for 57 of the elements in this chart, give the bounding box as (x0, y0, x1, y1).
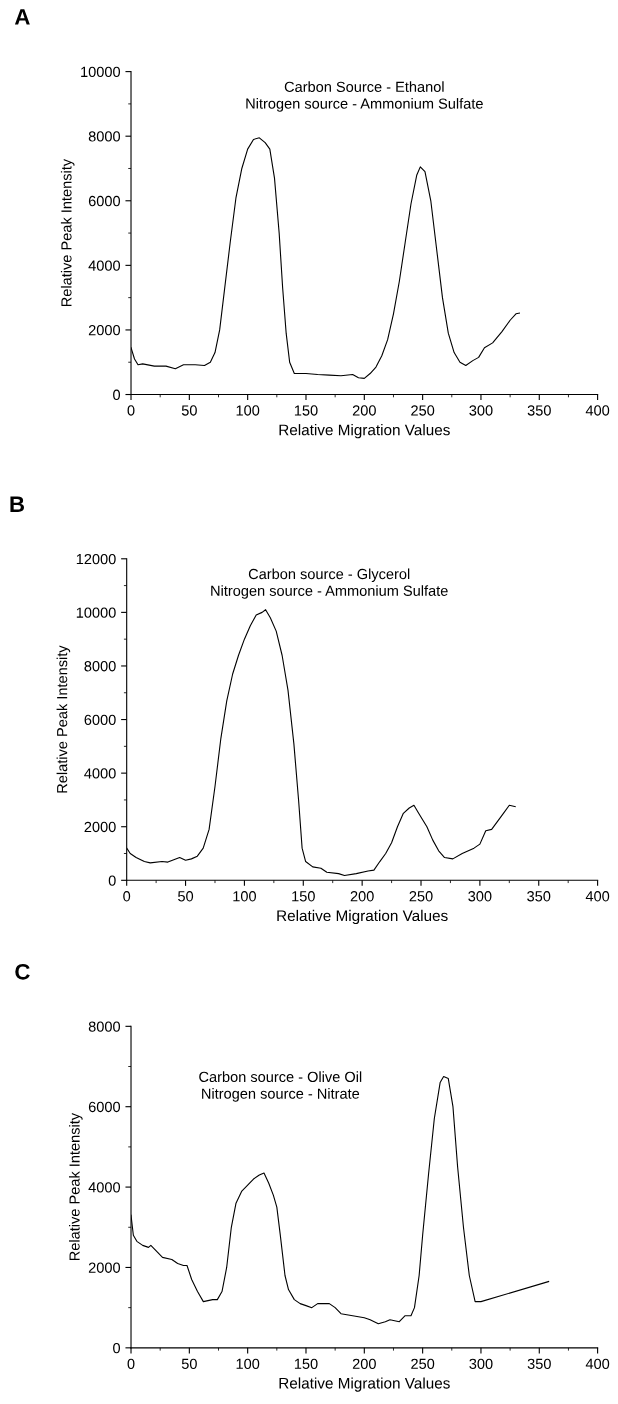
x-tick-label: 200 (352, 405, 376, 416)
x-tick-label: 300 (469, 405, 493, 416)
x-tick-label: 150 (294, 1358, 318, 1369)
y-tick-label: 8000 (88, 131, 121, 142)
annotation: Carbon Source - Ethanol Nitrogen source - Ammonium Sulfate (246, 81, 483, 112)
annotation: Carbon source - Glycerol Nitrogen source - Ammonium Sulfate (211, 568, 448, 599)
y-tick-label: 8000 (88, 1021, 121, 1032)
chart-title: C (15, 963, 30, 980)
y-axis-title: Relative Peak Intensity (56, 645, 71, 793)
x-tick-label: 50 (178, 891, 194, 902)
x-tick-label: 0 (127, 1358, 135, 1369)
y-tick-label: 4000 (84, 768, 116, 779)
x-tick-label: 100 (233, 891, 257, 902)
x-tick-label: 200 (352, 1358, 376, 1369)
x-tick-label: 350 (527, 1358, 551, 1369)
x-tick-label: 350 (527, 405, 551, 416)
x-tick-label: 0 (123, 891, 131, 902)
y-tick-label: 12000 (76, 553, 116, 565)
y-tick-label: 6000 (88, 195, 121, 207)
x-tick-label: 100 (236, 1358, 260, 1369)
x-axis-title: Relative Migration Values (277, 909, 448, 925)
x-tick-label: 50 (181, 1358, 197, 1369)
x-tick-label: 250 (411, 405, 435, 416)
chart-title: B (10, 496, 24, 512)
x-tick-label: 400 (585, 405, 610, 416)
x-axis-title: Relative Migration Values (279, 1377, 450, 1392)
chart-title: A (14, 9, 30, 25)
x-tick-label: 150 (294, 405, 318, 416)
y-tick-label: 2000 (88, 1262, 121, 1273)
x-tick-label: 400 (585, 1358, 610, 1369)
x-tick-label: 300 (469, 1358, 493, 1369)
x-tick-label: 250 (409, 891, 433, 902)
y-tick-label: 4000 (88, 260, 121, 271)
y-tick-label: 6000 (88, 1101, 121, 1113)
y-axis-title: Relative Peak Intensity (60, 158, 75, 307)
x-tick-label: 400 (585, 891, 610, 902)
y-tick-label: 0 (113, 389, 121, 400)
x-tick-label: 250 (411, 1358, 435, 1369)
y-tick-label: 2000 (84, 821, 116, 833)
y-tick-label: 0 (108, 875, 116, 886)
y-tick-label: 4000 (88, 1182, 121, 1193)
x-tick-label: 150 (292, 891, 315, 902)
y-tick-label: 0 (113, 1342, 121, 1354)
y-tick-label: 6000 (84, 714, 116, 725)
y-tick-label: 8000 (84, 661, 116, 672)
x-tick-label: 350 (527, 891, 551, 902)
y-axis-title: Relative Peak Intensity (69, 1112, 83, 1261)
y-tick-label: 10000 (76, 607, 116, 618)
y-tick-label: 10000 (81, 66, 121, 78)
x-tick-label: 300 (468, 891, 492, 902)
x-axis-title: Relative Migration Values (279, 424, 450, 439)
y-tick-label: 2000 (88, 325, 121, 336)
annotation: Carbon source - Olive Oil Nitrogen source - Nitrate (199, 1071, 362, 1102)
x-tick-label: 200 (350, 891, 374, 902)
x-tick-label: 0 (127, 405, 135, 416)
x-tick-label: 100 (236, 405, 260, 416)
x-tick-label: 50 (181, 405, 197, 416)
